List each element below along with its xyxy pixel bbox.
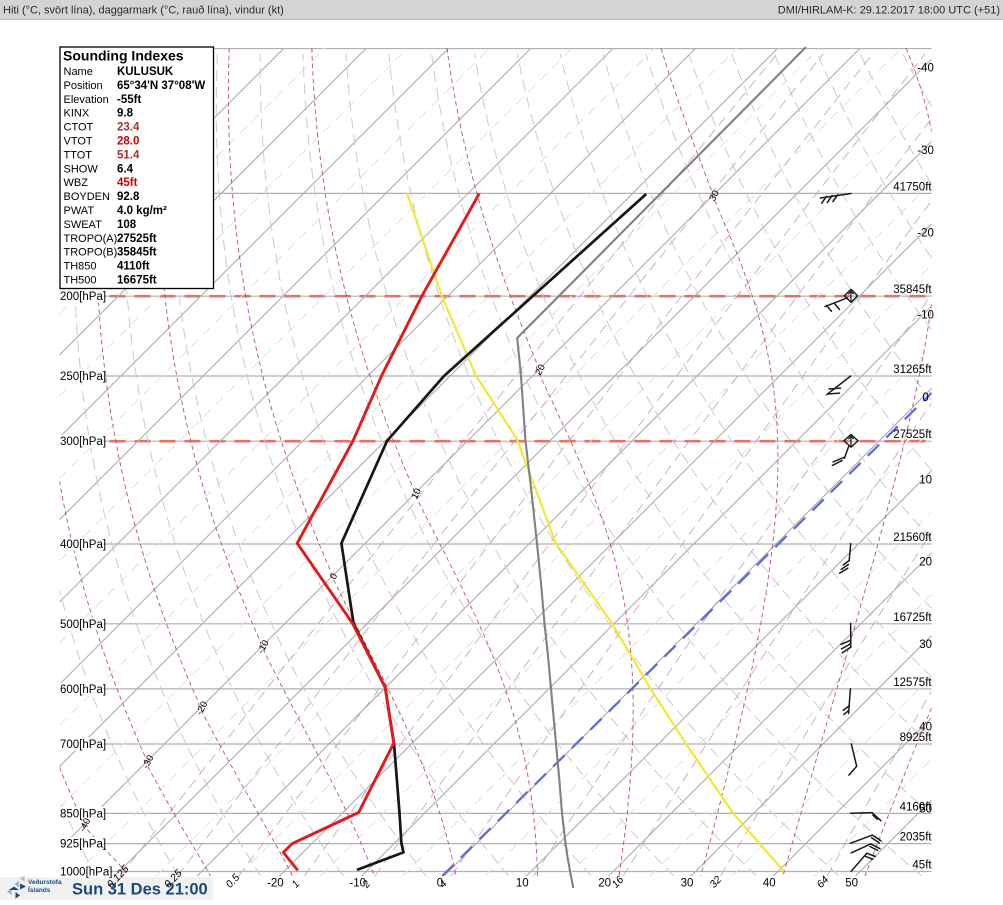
svg-text:Veðurstofa: Veðurstofa — [28, 878, 62, 886]
svg-text:27525ft: 27525ft — [117, 233, 157, 245]
svg-text:SWEAT: SWEAT — [64, 219, 103, 231]
svg-text:-20: -20 — [267, 878, 284, 890]
svg-text:850[hPa]: 850[hPa] — [60, 808, 106, 820]
svg-text:0: 0 — [437, 878, 443, 890]
svg-text:CTOT: CTOT — [64, 122, 94, 134]
svg-text:30: 30 — [707, 189, 722, 203]
svg-text:16675ft: 16675ft — [117, 275, 157, 287]
svg-text:PWAT: PWAT — [64, 205, 95, 217]
svg-text:28.0: 28.0 — [117, 136, 139, 148]
svg-text:4.0 kg/m²: 4.0 kg/m² — [117, 205, 167, 217]
svg-text:50: 50 — [845, 878, 858, 890]
svg-text:35845ft: 35845ft — [117, 247, 157, 259]
svg-text:50: 50 — [919, 804, 932, 816]
svg-text:20: 20 — [598, 878, 611, 890]
svg-text:92.8: 92.8 — [117, 191, 140, 203]
svg-text:-40: -40 — [917, 63, 934, 75]
svg-text:27525ft: 27525ft — [893, 429, 932, 441]
svg-text:-30: -30 — [917, 145, 934, 157]
svg-text:65°34'N 37°08'W: 65°34'N 37°08'W — [117, 80, 205, 92]
svg-text:600[hPa]: 600[hPa] — [60, 684, 106, 696]
svg-text:30: 30 — [681, 878, 694, 890]
svg-text:TROPO(A): TROPO(A) — [64, 233, 118, 245]
svg-text:40: 40 — [763, 878, 776, 890]
svg-text:KINX: KINX — [64, 108, 90, 120]
svg-text:BOYDEN: BOYDEN — [64, 191, 111, 203]
svg-text:TROPO(B): TROPO(B) — [64, 247, 118, 259]
svg-text:500[hPa]: 500[hPa] — [60, 619, 106, 631]
svg-text:TTOT: TTOT — [64, 149, 93, 161]
svg-text:45ft: 45ft — [117, 177, 138, 189]
svg-text:DMI/HIRLAM-K: 29.12.2017 18:00: DMI/HIRLAM-K: 29.12.2017 18:00 UTC (+51) — [778, 5, 1000, 17]
svg-text:12575ft: 12575ft — [893, 677, 932, 689]
svg-text:108: 108 — [117, 219, 137, 231]
svg-text:10: 10 — [919, 474, 932, 486]
svg-text:200[hPa]: 200[hPa] — [60, 291, 106, 303]
svg-text:Name: Name — [64, 66, 93, 78]
svg-text:Position: Position — [64, 80, 103, 92]
svg-text:4110ft: 4110ft — [117, 261, 150, 273]
svg-text:2035ft: 2035ft — [900, 832, 933, 844]
svg-text:925[hPa]: 925[hPa] — [60, 839, 106, 851]
svg-text:51.4: 51.4 — [117, 149, 140, 161]
svg-text:SHOW: SHOW — [64, 163, 99, 175]
svg-text:31265ft: 31265ft — [893, 364, 932, 376]
svg-text:-55ft: -55ft — [117, 94, 141, 106]
svg-text:Sun 31 Des 21:00: Sun 31 Des 21:00 — [72, 881, 208, 899]
svg-text:250[hPa]: 250[hPa] — [60, 371, 106, 383]
svg-text:20: 20 — [919, 557, 932, 569]
svg-text:VTOT: VTOT — [64, 136, 93, 148]
svg-text:10: 10 — [409, 487, 424, 501]
svg-text:700[hPa]: 700[hPa] — [60, 739, 106, 751]
svg-text:9.8: 9.8 — [117, 108, 134, 120]
svg-text:41750ft: 41750ft — [893, 181, 932, 193]
svg-text:Elevation: Elevation — [64, 94, 109, 106]
svg-text:TH500: TH500 — [64, 275, 97, 287]
svg-text:WBZ: WBZ — [64, 177, 89, 189]
svg-text:21560ft: 21560ft — [893, 532, 932, 544]
svg-text:23.4: 23.4 — [117, 122, 140, 134]
svg-text:8925ft: 8925ft — [900, 732, 933, 744]
svg-text:4160ft: 4160ft — [900, 801, 933, 813]
svg-text:16725ft: 16725ft — [893, 612, 932, 624]
svg-text:6.4: 6.4 — [117, 163, 134, 175]
svg-text:Sounding Indexes: Sounding Indexes — [63, 48, 184, 64]
svg-text:20: 20 — [533, 363, 548, 377]
svg-text:TH850: TH850 — [64, 261, 97, 273]
svg-text:35845ft: 35845ft — [893, 284, 932, 296]
svg-text:300[hPa]: 300[hPa] — [60, 436, 106, 448]
svg-text:Hiti (°C, svört lína), daggarm: Hiti (°C, svört lína), daggarmark (°C, r… — [3, 5, 284, 17]
svg-text:40: 40 — [919, 721, 932, 733]
svg-text:-10: -10 — [349, 878, 366, 890]
svg-text:400[hPa]: 400[hPa] — [60, 539, 106, 551]
svg-text:KULUSUK: KULUSUK — [117, 66, 174, 78]
svg-text:0: 0 — [328, 572, 340, 582]
svg-text:-10: -10 — [917, 310, 934, 322]
svg-text:10: 10 — [516, 878, 529, 890]
svg-text:45ft: 45ft — [912, 860, 932, 872]
svg-text:-20: -20 — [917, 227, 934, 239]
svg-text:Íslands: Íslands — [28, 885, 51, 894]
svg-text:1000[hPa]: 1000[hPa] — [60, 867, 112, 879]
svg-text:0: 0 — [922, 392, 928, 404]
svg-text:30: 30 — [919, 639, 932, 651]
